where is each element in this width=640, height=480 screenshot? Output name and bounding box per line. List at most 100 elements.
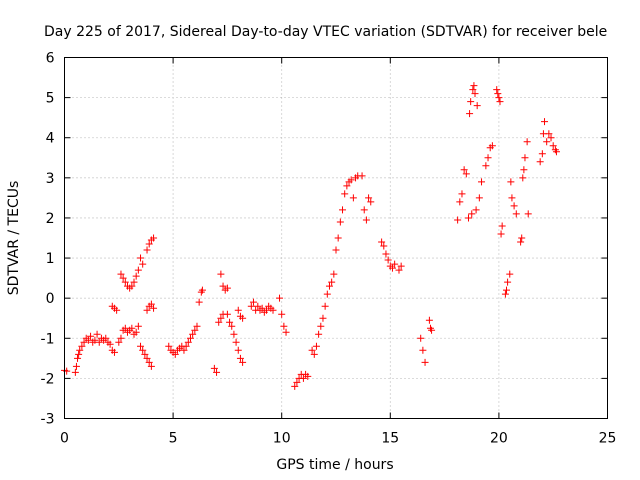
data-point: [472, 206, 480, 214]
data-point: [115, 338, 123, 346]
data-point: [121, 278, 129, 286]
data-point: [391, 260, 399, 268]
data-point: [143, 246, 151, 254]
data-point: [308, 346, 316, 354]
data-point: [468, 210, 476, 218]
data-point: [315, 330, 323, 338]
data-point: [347, 176, 355, 184]
data-point: [219, 282, 227, 290]
data-point: [139, 260, 147, 268]
data-point: [72, 362, 80, 370]
data-point: [397, 262, 405, 270]
data-point: [299, 374, 307, 382]
data-point: [191, 326, 199, 334]
data-point: [137, 342, 145, 350]
data-point: [506, 270, 514, 278]
data-point: [234, 346, 242, 354]
data-point: [469, 86, 477, 94]
data-point: [193, 322, 201, 330]
y-tick-label: -3: [41, 412, 55, 428]
data-point: [186, 334, 194, 342]
data-point: [130, 278, 138, 286]
data-point: [226, 318, 234, 326]
y-tick-label: 0: [46, 291, 55, 307]
data-point: [493, 86, 501, 94]
y-tick-label: 4: [46, 131, 55, 147]
data-point: [119, 274, 127, 282]
data-point: [495, 94, 503, 102]
data-point: [312, 342, 320, 350]
data-point: [470, 82, 478, 90]
data-point: [239, 358, 247, 366]
data-point: [508, 194, 516, 202]
data-point: [128, 324, 136, 332]
data-point: [362, 216, 370, 224]
data-point: [421, 358, 429, 366]
data-point: [336, 218, 344, 226]
y-tick-label: 1: [46, 251, 55, 267]
data-point: [488, 142, 496, 150]
data-point: [143, 306, 151, 314]
data-point: [325, 282, 333, 290]
data-point: [339, 206, 347, 214]
data-point: [80, 338, 88, 346]
data-point: [215, 318, 223, 326]
data-point: [291, 382, 299, 390]
data-point: [382, 250, 390, 258]
data-point: [223, 310, 231, 318]
data-point: [113, 306, 121, 314]
data-point: [278, 310, 286, 318]
data-point: [538, 150, 546, 158]
data-point: [524, 210, 532, 218]
data-point: [132, 272, 140, 280]
y-tick-label: 2: [46, 211, 55, 227]
x-tick-label: 20: [490, 431, 508, 447]
data-point: [93, 330, 101, 338]
data-point: [334, 234, 342, 242]
data-point: [117, 270, 125, 278]
data-point: [471, 90, 479, 98]
y-axis-label: SDTVAR / TECUs: [6, 181, 22, 296]
data-point: [147, 300, 155, 308]
data-point: [223, 284, 231, 292]
data-point: [145, 358, 153, 366]
data-point: [425, 316, 433, 324]
data-point: [106, 340, 114, 348]
data-point: [496, 98, 504, 106]
data-point: [501, 290, 509, 298]
data-point: [484, 154, 492, 162]
data-point: [332, 246, 340, 254]
data-point: [503, 286, 511, 294]
data-point: [310, 350, 318, 358]
data-point: [239, 314, 247, 322]
data-point: [139, 346, 147, 354]
data-point: [234, 306, 242, 314]
data-point: [254, 302, 262, 310]
data-point: [365, 194, 373, 202]
x-tick-label: 15: [381, 431, 399, 447]
data-point: [545, 130, 553, 138]
data-point: [134, 322, 142, 330]
data-point: [521, 154, 529, 162]
data-point: [317, 322, 325, 330]
data-point: [330, 270, 338, 278]
data-point: [458, 190, 466, 198]
data-point: [536, 158, 544, 166]
data-point: [134, 266, 142, 274]
data-point: [189, 330, 197, 338]
data-point: [165, 342, 173, 350]
tick-labels: 0 5 10 15 20 25 -3 -2 -1 0 1 2 3 4 5 6: [41, 51, 617, 447]
data-point: [417, 334, 425, 342]
data-point: [552, 148, 560, 156]
data-point: [247, 302, 255, 310]
y-tick-label: -1: [41, 331, 55, 347]
data-point: [547, 134, 555, 142]
data-point: [328, 278, 336, 286]
grid: [64, 57, 608, 419]
data-point: [456, 198, 464, 206]
data-point: [321, 302, 329, 310]
data-point: [343, 182, 351, 190]
data-point: [367, 198, 375, 206]
data-point: [380, 242, 388, 250]
